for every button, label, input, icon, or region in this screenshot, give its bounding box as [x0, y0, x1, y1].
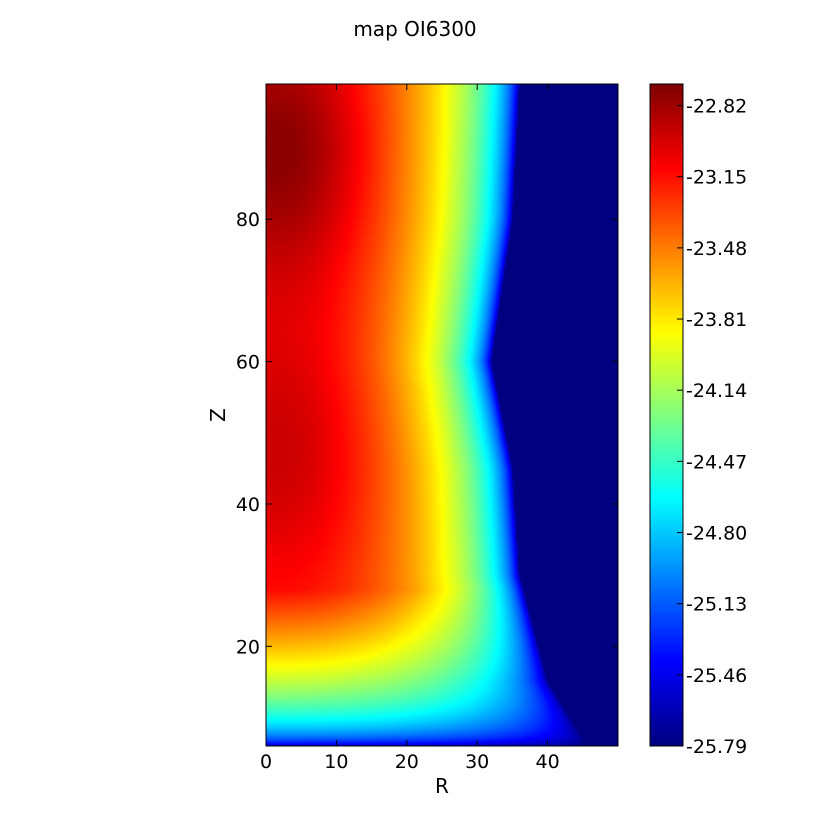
colorbar-tick-label: -22.82: [686, 96, 747, 118]
y-axis-ticks: 20 40 60 80: [236, 209, 618, 658]
colorbar: -22.82 -23.15 -23.48 -23.81 -24.14 -24.47 -24.…: [649, 83, 747, 758]
colorbar-tick-label: -24.47: [686, 451, 747, 473]
heatmap-image: [266, 84, 618, 746]
colorbar-ticks: -22.82 -23.15 -23.48 -23.81 -24.14 -24.47 -24.…: [677, 96, 747, 758]
colorbar-tick-label: -23.81: [686, 309, 747, 331]
y-tick-label: 60: [236, 352, 260, 374]
y-axis-label: Z: [206, 408, 230, 422]
y-tick-label: 80: [236, 209, 260, 231]
colorbar-tick-label: -23.15: [686, 167, 747, 189]
x-tick-label: 0: [260, 751, 272, 773]
colorbar-tick-label: -24.14: [686, 380, 747, 402]
x-tick-label: 10: [324, 751, 348, 773]
chart-title: map OI6300: [353, 17, 476, 41]
colorbar-gradient: [650, 84, 683, 746]
x-tick-label: 30: [465, 751, 489, 773]
colorbar-tick-label: -25.46: [686, 665, 747, 687]
x-axis-label: R: [435, 774, 449, 798]
x-axis-ticks: 0 10 20 30 40: [260, 84, 560, 773]
colorbar-tick-label: -25.79: [686, 736, 747, 758]
colorbar-frame: [649, 83, 684, 747]
y-tick-label: 20: [236, 636, 260, 658]
y-tick-label: 40: [236, 494, 260, 516]
x-tick-label: 20: [395, 751, 419, 773]
colorbar-tick-label: -23.48: [686, 238, 747, 260]
plot-area: [265, 83, 619, 747]
x-tick-label: 40: [536, 751, 560, 773]
colorbar-tick-label: -24.80: [686, 523, 747, 545]
colorbar-tick-label: -25.13: [686, 594, 747, 616]
plot-frame: [265, 83, 619, 747]
